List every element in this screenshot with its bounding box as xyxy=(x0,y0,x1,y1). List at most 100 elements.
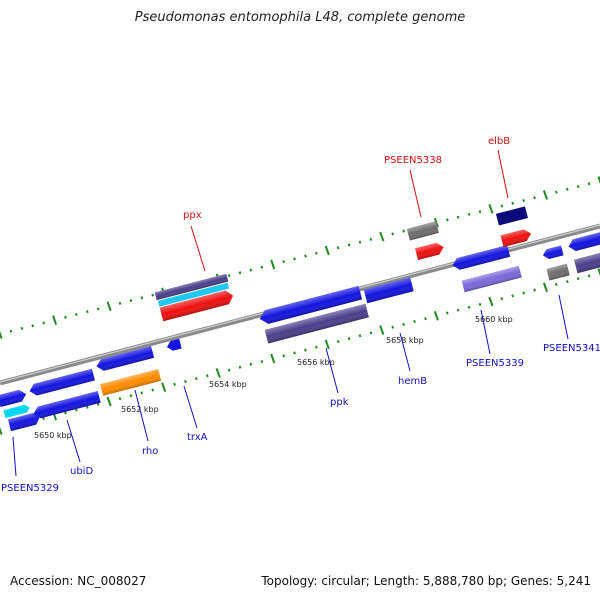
tick-upper-29 xyxy=(314,251,318,255)
feature-f9[interactable] xyxy=(157,282,230,307)
feature-f14[interactable] xyxy=(363,277,414,304)
gene-label-rho[interactable]: rho xyxy=(142,446,158,457)
feature-f2[interactable] xyxy=(3,404,31,419)
tick-lower-34 xyxy=(369,331,373,335)
tick-lower-54 xyxy=(587,274,591,278)
tick-upper-52 xyxy=(565,187,569,191)
tick-upper-8 xyxy=(85,310,89,314)
feature-f8[interactable] xyxy=(154,273,229,301)
scale-label-5654: 5654 kbp xyxy=(209,380,247,389)
gene-label-pseen5341[interactable]: PSEEN5341 xyxy=(543,343,600,354)
leader-lines xyxy=(12,149,569,477)
tick-upper-49 xyxy=(533,196,536,200)
leader-pseen5338 xyxy=(409,169,422,218)
scale-label-5660: 5660 kbp xyxy=(475,315,513,324)
feature-f16[interactable] xyxy=(415,241,445,261)
tick-upper-43 xyxy=(467,212,471,216)
tick-lower-29 xyxy=(314,345,318,349)
gene-label-trxa[interactable]: trxA xyxy=(187,432,208,443)
gene-label-elbb[interactable]: elbB xyxy=(488,136,510,147)
tick-upper-35 xyxy=(379,231,385,242)
feature-f1[interactable] xyxy=(0,388,28,407)
tick-lower-40 xyxy=(433,310,439,321)
tick-upper-7 xyxy=(74,312,78,317)
tick-lower-13 xyxy=(140,391,144,395)
tick-lower-44 xyxy=(478,302,482,306)
map-title: Pseudomonas entomophila L48, complete ge… xyxy=(134,10,466,25)
tick-lower-22 xyxy=(238,365,242,369)
gene-label-ubid[interactable]: ubiD xyxy=(70,466,93,477)
accession-text: Accession: NC_008027 xyxy=(10,574,147,588)
feature-f5[interactable] xyxy=(32,390,101,420)
tick-upper-37 xyxy=(402,229,406,233)
tick-upper-40 xyxy=(433,217,439,228)
tick-lower-6 xyxy=(64,411,67,415)
feature-f13[interactable] xyxy=(258,285,363,326)
tick-lower-20 xyxy=(215,368,221,378)
tick-lower-28 xyxy=(304,348,307,352)
tick-upper-46 xyxy=(500,204,504,208)
leader-rho xyxy=(134,389,149,442)
gene-label-pseen5329[interactable]: PSEEN5329 xyxy=(1,483,59,494)
tick-lower-36 xyxy=(391,325,395,329)
gene-label-ppx[interactable]: ppx xyxy=(183,210,202,221)
gene-label-pseen5338[interactable]: PSEEN5338 xyxy=(384,155,442,166)
tick-upper-51 xyxy=(554,190,558,194)
feature-f21[interactable] xyxy=(542,245,564,261)
leader-ppx xyxy=(190,225,206,272)
feature-f19[interactable] xyxy=(495,206,528,226)
tick-lower-24 xyxy=(260,359,264,364)
feature-track xyxy=(0,206,600,432)
feature-f15[interactable] xyxy=(406,221,439,241)
feature-f7[interactable] xyxy=(95,346,155,372)
tick-upper-41 xyxy=(445,218,449,222)
feature-f23[interactable] xyxy=(567,228,600,252)
tick-upper-42 xyxy=(456,215,460,219)
tick-lower-30 xyxy=(324,339,330,350)
tick-upper-36 xyxy=(391,232,395,236)
leader-ppk xyxy=(325,347,339,394)
tick-upper-54 xyxy=(587,182,591,186)
feature-f4[interactable] xyxy=(28,368,95,397)
tick-upper-34 xyxy=(369,237,373,241)
feature-f22[interactable] xyxy=(546,263,570,281)
tick-lower-46 xyxy=(500,297,504,301)
tick-lower-53 xyxy=(576,277,580,281)
feature-f10[interactable] xyxy=(159,289,235,322)
tick-lower-51 xyxy=(554,282,558,286)
tick-lower-4 xyxy=(42,417,46,421)
tick-lower-45 xyxy=(488,296,494,307)
tick-upper-6 xyxy=(64,315,67,319)
feature-f20[interactable] xyxy=(500,228,533,248)
tick-lower-0 xyxy=(0,427,3,435)
feature-f11[interactable] xyxy=(166,338,182,352)
leader-hemb xyxy=(399,332,411,372)
tick-upper-45 xyxy=(488,203,494,214)
feature-f12[interactable] xyxy=(264,303,369,344)
tick-upper-32 xyxy=(347,243,351,247)
tick-upper-27 xyxy=(293,257,296,261)
tick-lower-35 xyxy=(379,325,385,335)
feature-f17[interactable] xyxy=(451,245,511,271)
feature-f24[interactable] xyxy=(573,247,600,274)
gene-label-pseen5339[interactable]: PSEEN5339 xyxy=(466,358,524,369)
tick-lower-50 xyxy=(542,282,548,293)
tick-lower-15 xyxy=(161,382,167,393)
tick-upper-10 xyxy=(106,301,112,312)
tick-lower-25 xyxy=(270,353,276,364)
tick-lower-11 xyxy=(118,397,122,401)
tick-upper-31 xyxy=(336,246,340,250)
tick-upper-23 xyxy=(249,268,253,272)
tick-upper-14 xyxy=(151,293,155,297)
feature-f3[interactable] xyxy=(8,412,41,432)
leader-pseen5341 xyxy=(558,294,569,340)
tick-lower-33 xyxy=(358,334,362,338)
leader-ubid xyxy=(66,419,81,463)
tick-upper-5 xyxy=(52,315,58,325)
feature-f6[interactable] xyxy=(100,369,162,396)
tick-upper-3 xyxy=(31,324,35,328)
feature-f18[interactable] xyxy=(461,265,522,293)
gene-label-ppk[interactable]: ppk xyxy=(330,397,349,408)
gene-label-hemb[interactable]: hemB xyxy=(398,376,427,387)
tick-lower-55 xyxy=(597,268,600,276)
